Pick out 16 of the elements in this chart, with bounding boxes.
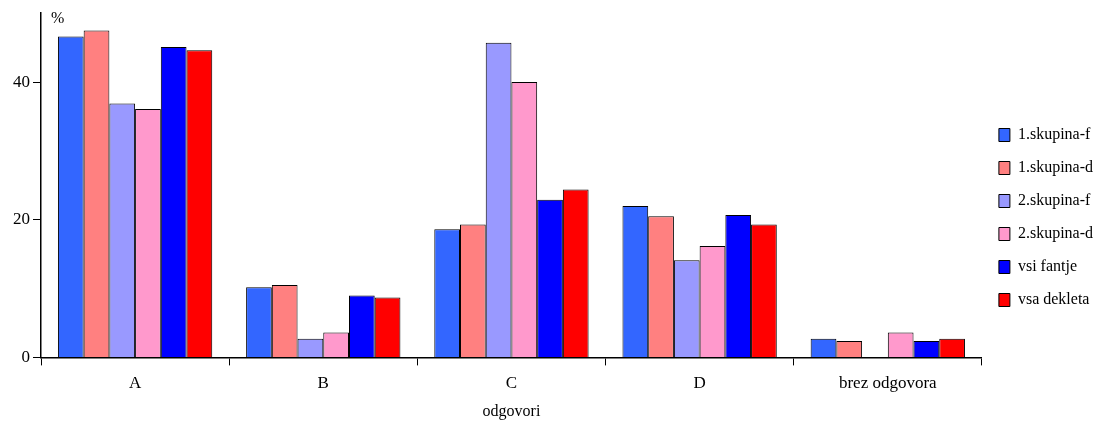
legend-label: vsi fantje xyxy=(1017,257,1077,276)
legend-label: vsa dekleta xyxy=(1017,290,1090,308)
x-tick-label: D xyxy=(693,373,706,393)
x-tick-label: brez odgovora xyxy=(838,373,938,393)
x-tick-label: A xyxy=(128,373,142,393)
x-tick-label: B xyxy=(317,373,329,393)
legend-label: 2.skupina-d xyxy=(1017,224,1094,243)
x-tick-label: C xyxy=(505,373,518,393)
x-axis-title: odgovori xyxy=(482,401,541,420)
y-tick-label: 40 xyxy=(13,71,30,91)
y-tick-label: 20 xyxy=(13,209,30,229)
legend-label: 1.skupina-f xyxy=(1017,125,1091,144)
y-axis-title: % xyxy=(51,9,65,27)
legend-label: 1.skupina-d xyxy=(1017,158,1094,177)
y-tick-label: 0 xyxy=(21,346,30,366)
legend-label: 2.skupina-f xyxy=(1017,191,1091,210)
